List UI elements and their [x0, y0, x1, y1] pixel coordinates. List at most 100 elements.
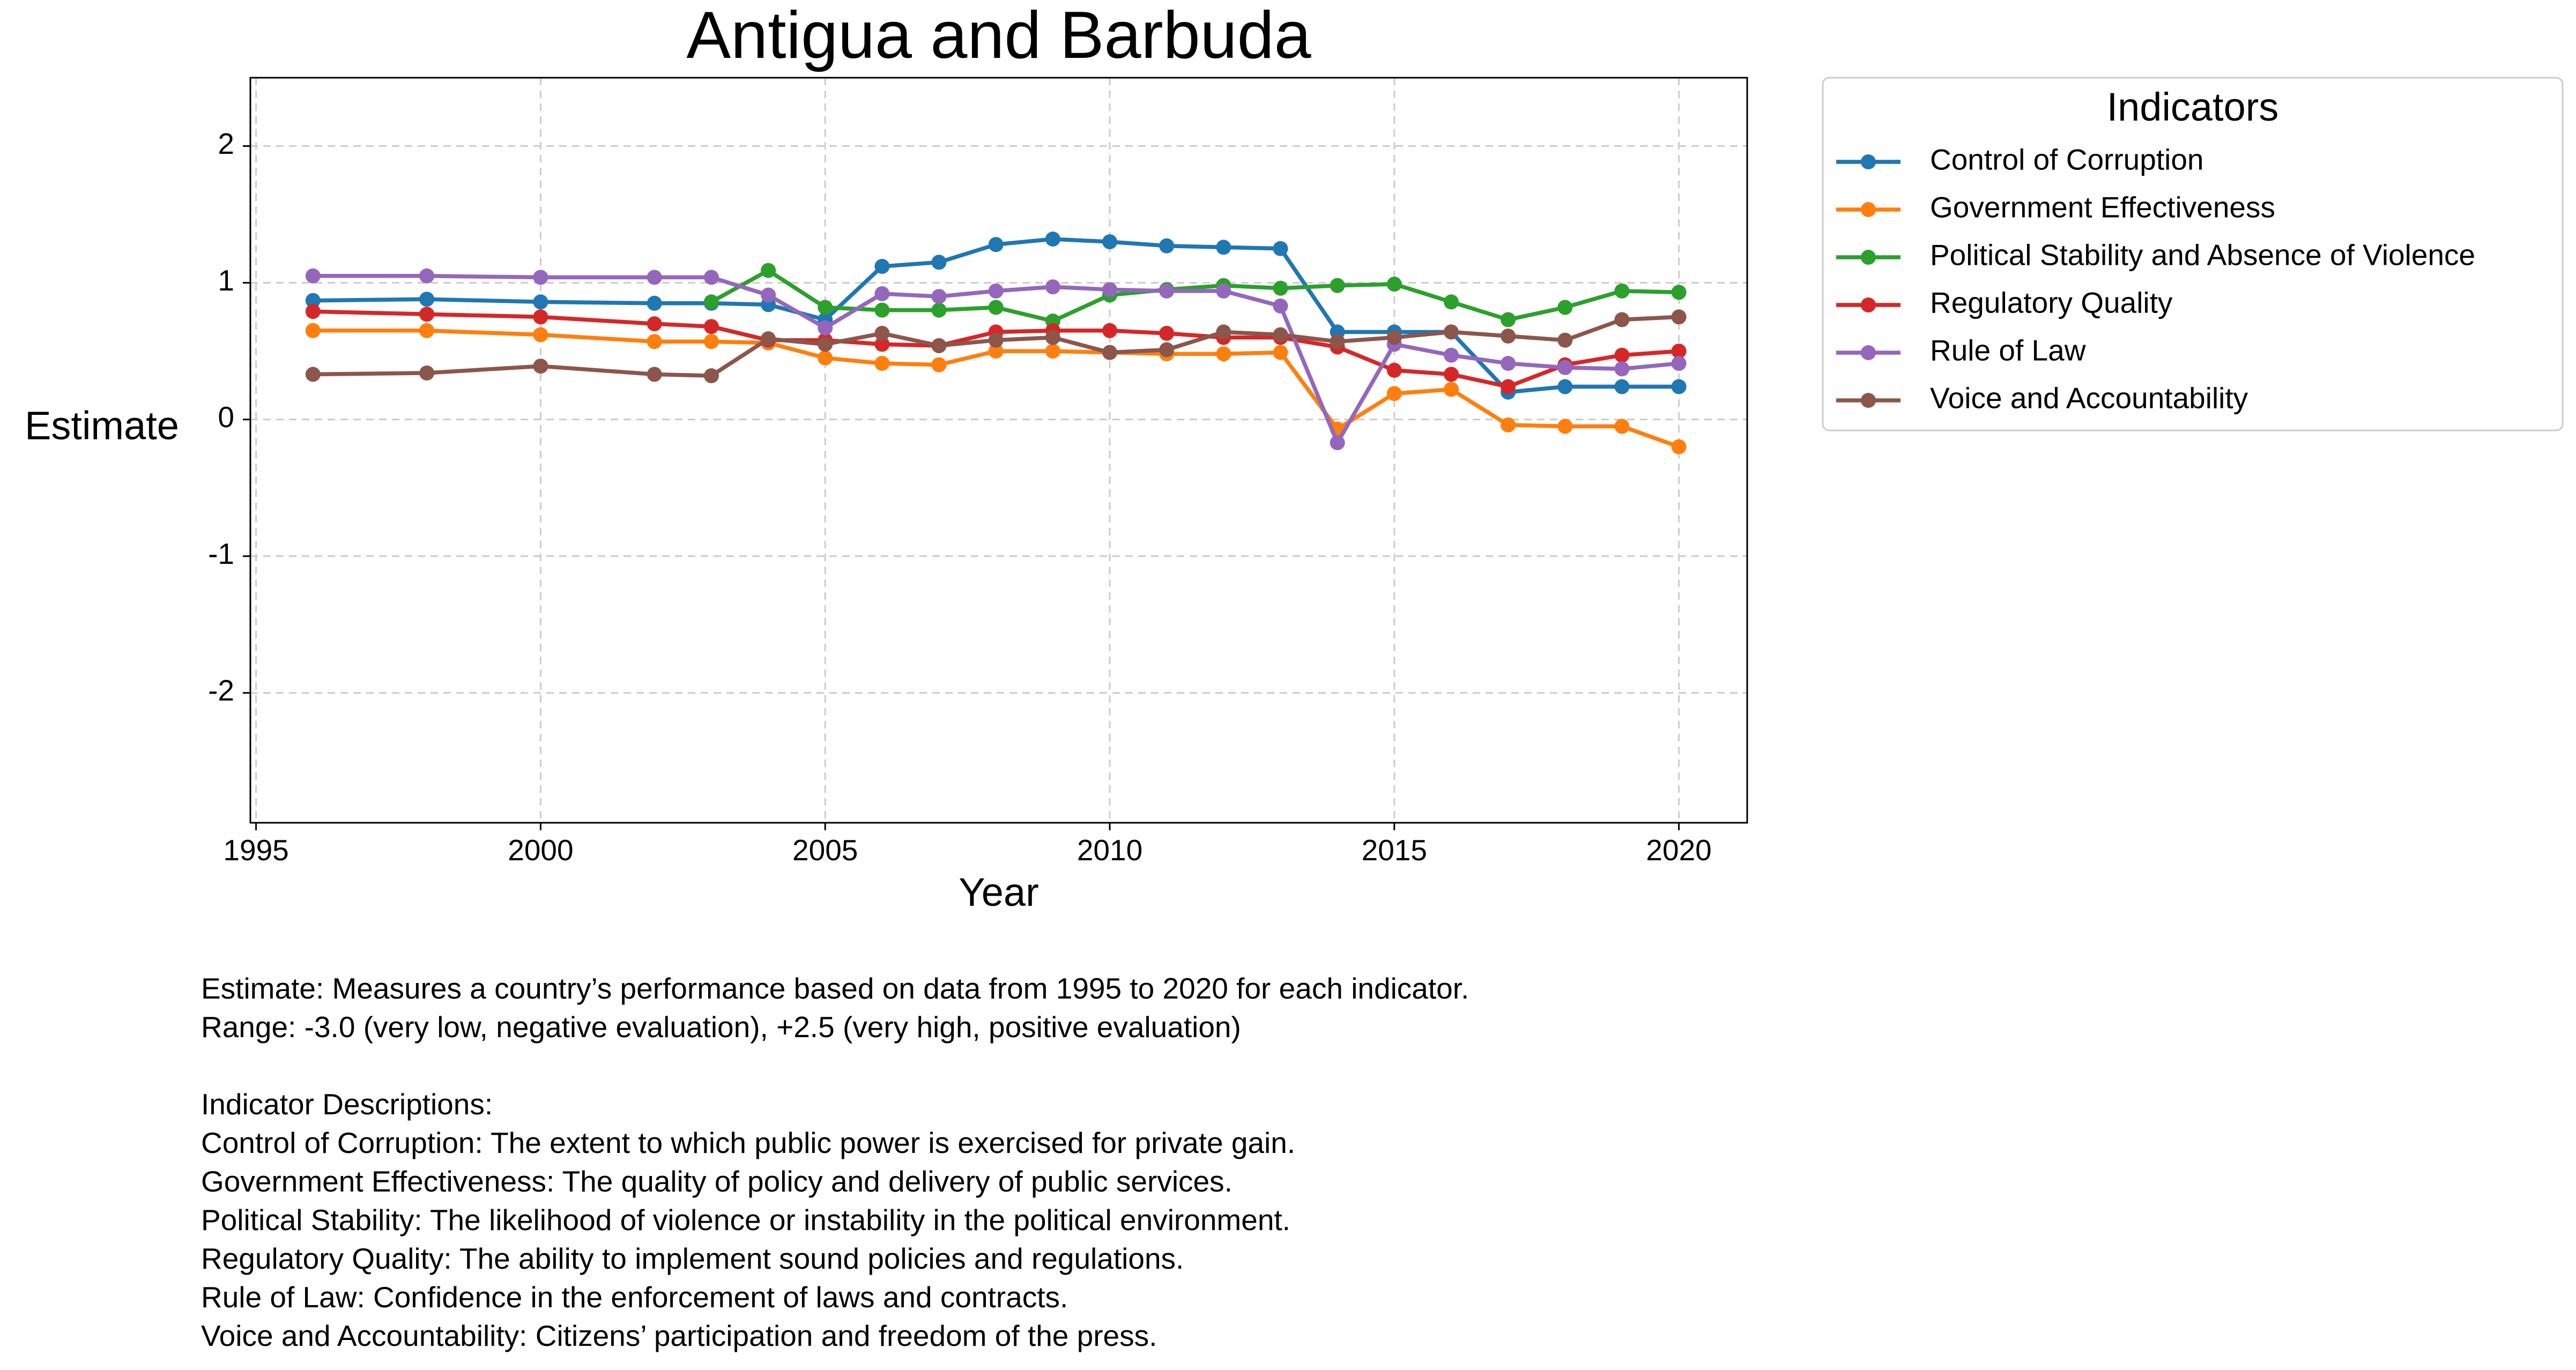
legend-entry-voice-and-accountability: Voice and Accountability — [1836, 382, 2248, 415]
data-point-government-effectiveness — [874, 356, 890, 371]
data-point-political-stability-and-absence-of-violence — [818, 300, 833, 315]
axis-ticks: 1995 2000 2005 2010 2015 2020 2 1 0 -1 -2 — [208, 127, 1712, 867]
series-line-rule-of-law — [313, 274, 1679, 445]
data-point-rule-of-law — [1159, 283, 1175, 299]
data-point-political-stability-and-absence-of-violence — [874, 302, 890, 318]
data-point-rule-of-law — [1330, 435, 1345, 450]
note-range: Range: -3.0 (very low, negative evaluati… — [201, 1010, 1241, 1044]
data-point-regulatory-quality — [305, 304, 321, 319]
data-point-rule-of-law — [647, 270, 662, 285]
legend: Indicators Control of Corruption Governme… — [1822, 77, 2564, 431]
data-point-control-of-corruption — [1102, 234, 1117, 250]
legend-entry-control-of-corruption: Control of Corruption — [1836, 143, 2204, 176]
data-point-voice-and-accountability — [1671, 309, 1687, 325]
note-rule-of-law: Rule of Law: Confidence in the enforceme… — [201, 1280, 1068, 1314]
legend-title: Indicators — [2107, 85, 2279, 129]
data-point-rule-of-law — [533, 270, 548, 285]
legend-label: Political Stability and Absence of Viole… — [1930, 239, 2475, 272]
data-point-regulatory-quality — [1102, 323, 1117, 338]
data-point-control-of-corruption — [1614, 379, 1630, 394]
x-tick-label: 2020 — [1646, 833, 1711, 867]
data-point-political-stability-and-absence-of-violence — [1330, 278, 1345, 293]
series-line-control-of-corruption — [313, 237, 1679, 394]
data-point-voice-and-accountability — [1501, 329, 1516, 344]
data-point-regulatory-quality — [703, 319, 719, 334]
data-point-voice-and-accountability — [874, 325, 890, 341]
data-point-control-of-corruption — [647, 295, 662, 311]
data-point-voice-and-accountability — [1557, 332, 1573, 348]
data-point-regulatory-quality — [533, 309, 548, 325]
data-point-regulatory-quality — [1444, 367, 1459, 382]
chart-title: Antigua and Barbuda — [686, 0, 1311, 72]
data-point-rule-of-law — [1501, 356, 1516, 371]
data-point-government-effectiveness — [419, 323, 435, 338]
note-government-effectiveness: Government Effectiveness: The quality of… — [201, 1165, 1233, 1198]
data-point-political-stability-and-absence-of-violence — [988, 300, 1004, 315]
series-line-regulatory-quality — [313, 309, 1679, 389]
legend-label: Regulatory Quality — [1930, 286, 2173, 319]
legend-entry-regulatory-quality: Regulatory Quality — [1836, 286, 2173, 319]
data-point-political-stability-and-absence-of-violence — [1444, 294, 1459, 310]
plot-frame — [249, 77, 1748, 824]
x-tick-label: 2000 — [508, 833, 573, 867]
data-point-rule-of-law — [1273, 298, 1288, 314]
data-point-voice-and-accountability — [647, 367, 662, 382]
data-point-voice-and-accountability — [931, 338, 947, 353]
data-point-voice-and-accountability — [533, 359, 548, 374]
data-point-rule-of-law — [1216, 283, 1231, 299]
data-point-rule-of-law — [1045, 279, 1060, 295]
data-point-voice-and-accountability — [1159, 342, 1175, 358]
data-point-regulatory-quality — [1386, 362, 1402, 378]
data-point-rule-of-law — [1557, 360, 1573, 375]
series-line-voice-and-accountability — [313, 315, 1679, 378]
data-point-voice-and-accountability — [1614, 312, 1630, 327]
data-point-control-of-corruption — [1216, 240, 1231, 255]
note-control-of-corruption: Control of Corruption: The extent to whi… — [201, 1126, 1296, 1159]
data-point-government-effectiveness — [1045, 344, 1060, 359]
data-point-political-stability-and-absence-of-violence — [1273, 280, 1288, 296]
legend-marker — [1861, 393, 1876, 408]
x-tick-label: 1995 — [223, 833, 288, 867]
y-axis-label: Estimate — [25, 404, 179, 448]
line-chart: 1995 2000 2005 2010 2015 2020 2 1 0 -1 -2 Antigua … — [25, 0, 2564, 914]
data-point-rule-of-law — [1614, 361, 1630, 377]
data-point-regulatory-quality — [874, 337, 890, 352]
data-point-political-stability-and-absence-of-violence — [1671, 285, 1687, 300]
data-point-government-effectiveness — [1386, 386, 1402, 401]
data-point-voice-and-accountability — [305, 367, 321, 382]
data-point-voice-and-accountability — [761, 331, 776, 347]
data-point-control-of-corruption — [931, 255, 947, 270]
data-point-control-of-corruption — [1557, 379, 1573, 394]
series-line-government-effectiveness — [313, 329, 1680, 449]
data-point-rule-of-law — [305, 268, 321, 284]
data-point-political-stability-and-absence-of-violence — [1614, 283, 1630, 299]
data-point-rule-of-law — [419, 268, 435, 284]
data-point-voice-and-accountability — [703, 368, 719, 383]
data-point-government-effectiveness — [1501, 417, 1516, 433]
data-point-government-effectiveness — [818, 350, 833, 366]
data-point-control-of-corruption — [1273, 241, 1288, 256]
data-point-political-stability-and-absence-of-violence — [931, 302, 947, 318]
data-point-regulatory-quality — [419, 307, 435, 322]
note-estimate: Estimate: Measures a country’s performan… — [201, 972, 1469, 1005]
data-point-political-stability-and-absence-of-violence — [1501, 312, 1516, 327]
data-point-rule-of-law — [874, 286, 890, 301]
grid-lines — [250, 78, 1747, 823]
data-point-rule-of-law — [931, 289, 947, 304]
data-point-rule-of-law — [1444, 347, 1459, 363]
y-tick-label: 0 — [218, 400, 234, 434]
legend-label: Voice and Accountability — [1930, 382, 2248, 415]
x-tick-label: 2010 — [1077, 833, 1142, 867]
data-point-government-effectiveness — [1216, 346, 1231, 362]
data-point-rule-of-law — [703, 270, 719, 285]
x-tick-label: 2005 — [792, 833, 858, 867]
legend-entry-political-stability-and-absence-of-violence: Political Stability and Absence of Viole… — [1836, 239, 2475, 272]
data-point-regulatory-quality — [1501, 379, 1516, 394]
data-point-control-of-corruption — [988, 237, 1004, 252]
data-point-control-of-corruption — [1671, 379, 1687, 394]
data-point-control-of-corruption — [1159, 238, 1175, 254]
data-point-political-stability-and-absence-of-violence — [761, 263, 776, 278]
legend-marker — [1861, 345, 1876, 360]
data-point-voice-and-accountability — [818, 337, 833, 352]
data-point-rule-of-law — [988, 283, 1004, 299]
